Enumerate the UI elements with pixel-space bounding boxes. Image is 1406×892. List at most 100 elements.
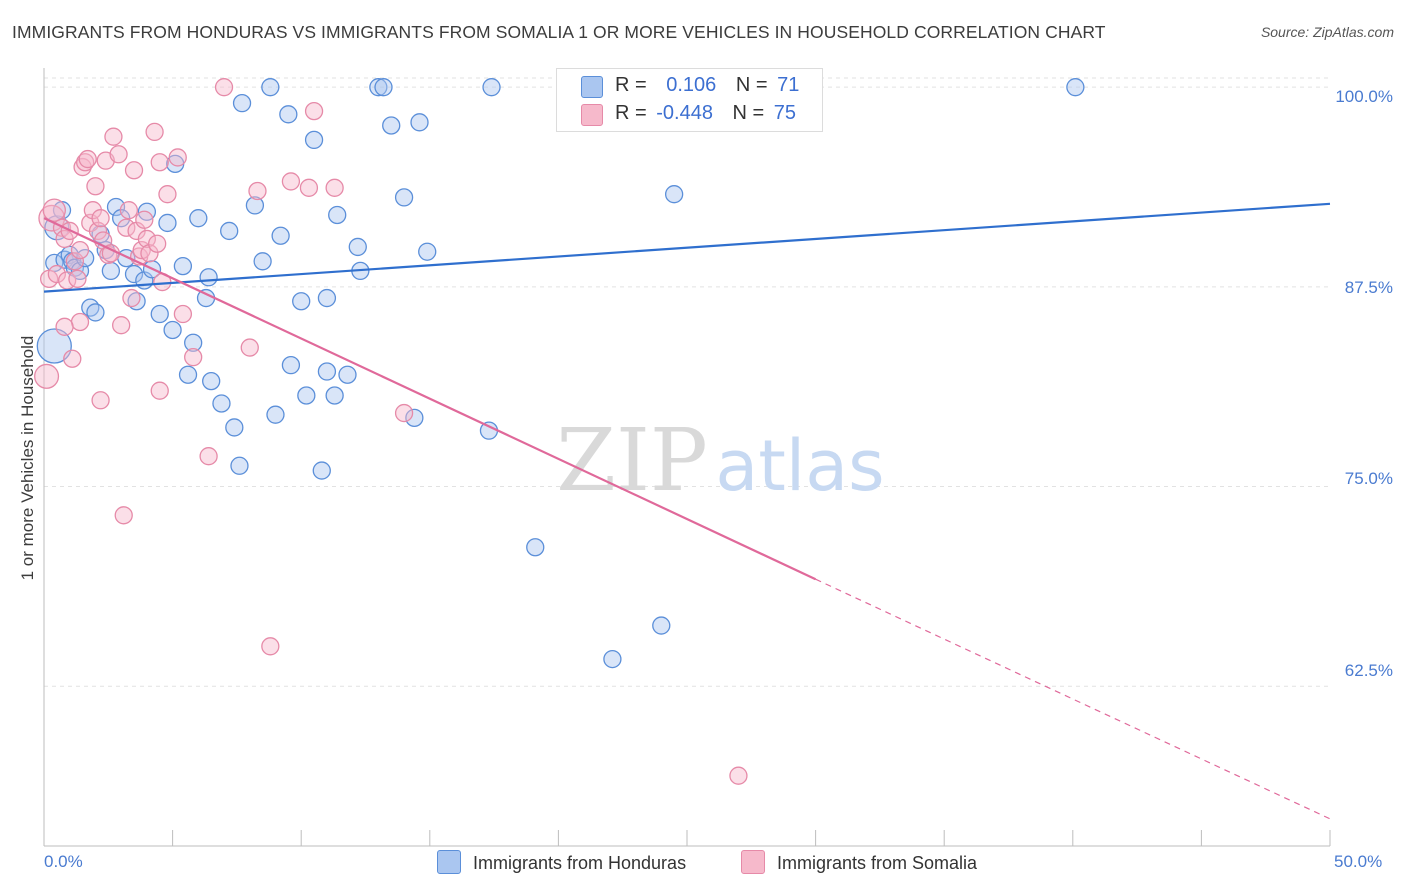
honduras-point	[1066, 78, 1085, 97]
stats-legend: R = 0.106 N = 71 R = -0.448 N = 75	[556, 68, 823, 132]
honduras-point	[266, 405, 285, 424]
honduras-swatch	[581, 76, 603, 98]
somalia-point	[91, 391, 110, 410]
honduras-point	[271, 226, 290, 245]
somalia-point	[729, 766, 748, 785]
honduras-point	[348, 237, 367, 257]
chart-title: IMMIGRANTS FROM HONDURAS VS IMMIGRANTS F…	[12, 22, 1106, 42]
honduras-point	[405, 408, 424, 428]
honduras-point	[526, 538, 545, 557]
honduras-point	[199, 268, 218, 287]
honduras-point	[603, 649, 622, 669]
somalia-point	[299, 178, 319, 197]
honduras-point	[158, 213, 177, 233]
honduras-point	[127, 292, 146, 311]
honduras-point	[394, 188, 414, 207]
somalia-legend-swatch	[741, 850, 765, 874]
somalia-point	[199, 447, 218, 466]
honduras-point	[297, 386, 316, 405]
source-label: Source: ZipAtlas.com	[1260, 24, 1394, 40]
legend-r-label: R =	[615, 102, 647, 124]
somalia-point	[248, 181, 267, 201]
somalia-point	[168, 148, 187, 167]
somalia-point	[86, 177, 105, 196]
legend-n-value: 71	[777, 74, 800, 96]
honduras-point	[212, 394, 231, 413]
y-axis-label: 1 or more Vehicles in Household	[18, 335, 37, 581]
honduras-point	[304, 130, 324, 150]
legend-r-value: -0.448	[656, 102, 713, 124]
somalia-point	[117, 218, 136, 237]
somalia-point	[78, 149, 97, 169]
legend-n-label: N =	[735, 74, 768, 96]
honduras-legend-swatch	[437, 850, 461, 874]
honduras-point	[482, 78, 501, 97]
honduras-point	[410, 113, 429, 132]
legend-n-value: 75	[773, 102, 797, 124]
somalia-point	[70, 240, 90, 260]
somalia-point	[158, 185, 177, 204]
somalia-point	[184, 348, 203, 367]
x-tick-label-max: 50.0%	[1334, 852, 1383, 871]
somalia-point	[394, 403, 414, 423]
series-somalia-points	[34, 78, 748, 785]
somalia-point	[109, 145, 128, 164]
somalia-swatch	[581, 104, 603, 126]
honduras-point	[36, 328, 72, 364]
honduras-point	[253, 252, 272, 271]
honduras-point	[374, 78, 393, 97]
watermark-atlas: atlas	[715, 425, 884, 507]
honduras-point	[163, 320, 182, 340]
honduras-point	[225, 418, 244, 437]
somalia-point	[240, 338, 259, 357]
somalia-point	[325, 178, 344, 197]
y-tick-label: 100.0%	[1335, 87, 1393, 106]
somalia-point	[122, 288, 141, 308]
legend-item-honduras[interactable]: Immigrants from Honduras	[437, 850, 687, 876]
honduras-point	[245, 196, 265, 215]
somalia-point	[112, 316, 131, 335]
honduras-point	[220, 221, 239, 241]
somalia-point	[150, 381, 169, 400]
somalia-trend-extension	[815, 578, 1331, 820]
somalia-point	[281, 172, 301, 191]
honduras-point	[173, 256, 193, 276]
honduras-point	[86, 303, 105, 322]
honduras-point	[664, 185, 684, 204]
somalia-point	[104, 127, 123, 146]
honduras-point	[369, 78, 388, 97]
somalia-point	[119, 201, 139, 220]
x-tick-label-min: 0.0%	[44, 852, 83, 871]
somalia-point	[70, 312, 90, 332]
legend-item-somalia[interactable]: Immigrants from Somalia	[741, 850, 977, 876]
somalia-point	[47, 264, 67, 284]
honduras-point	[230, 456, 249, 475]
honduras-point	[328, 205, 347, 225]
watermark-zip: ZIP	[556, 411, 708, 511]
somalia-point	[148, 234, 167, 253]
y-tick-label: 87.5%	[1344, 278, 1393, 297]
somalia-trend-line	[43, 217, 817, 581]
honduras-point	[101, 261, 121, 281]
legend-label-honduras: Immigrants from Honduras	[473, 852, 687, 873]
legend-r-label: R =	[615, 74, 647, 96]
y-tick-label: 62.5%	[1344, 661, 1393, 680]
somalia-point	[137, 229, 157, 249]
honduras-point	[382, 116, 401, 135]
somalia-point	[63, 349, 82, 368]
somalia-point	[76, 153, 95, 172]
legend-n-label: N =	[732, 102, 765, 124]
honduras-point	[279, 105, 298, 124]
honduras-point	[292, 292, 311, 311]
somalia-point	[261, 637, 280, 656]
gridlines	[44, 77, 1330, 687]
honduras-point	[232, 93, 252, 113]
somalia-point	[150, 153, 169, 172]
somalia-point	[214, 78, 234, 97]
honduras-point	[281, 355, 301, 375]
axes	[43, 68, 1331, 847]
legend-r-value: 0.106	[666, 74, 717, 96]
somalia-point	[34, 363, 60, 389]
honduras-point	[312, 461, 331, 480]
somalia-point	[304, 101, 324, 121]
